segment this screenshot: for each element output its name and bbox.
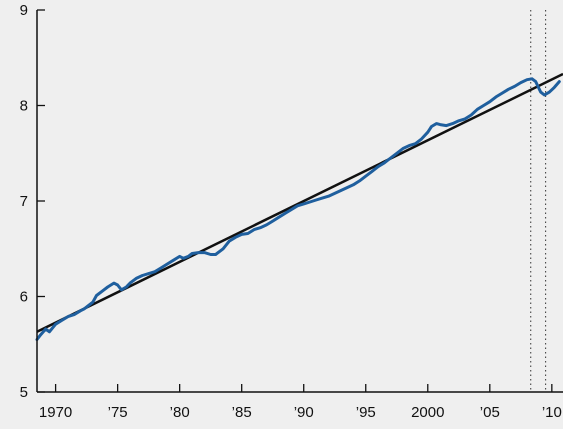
x-tick-label: ’90 xyxy=(294,404,314,421)
x-tick-label: ’75 xyxy=(108,404,128,421)
trend-line xyxy=(36,72,563,333)
y-tick-label: 9 xyxy=(20,2,28,19)
x-tick-label: 2000 xyxy=(411,404,444,421)
x-tick-label: ’05 xyxy=(480,404,500,421)
x-tick-label: ’10 xyxy=(542,404,562,421)
vertical-marker-lines xyxy=(530,10,547,392)
actual-series-line xyxy=(35,77,561,341)
y-tick-label: 6 xyxy=(20,289,28,306)
y-tick-label: 7 xyxy=(20,193,28,210)
x-tick-label: ’85 xyxy=(232,404,252,421)
x-tick-label: 1970 xyxy=(39,404,72,421)
chart-series xyxy=(35,72,563,341)
x-tick-label: ’95 xyxy=(356,404,376,421)
chart-axes xyxy=(36,10,563,393)
y-tick-label: 5 xyxy=(20,384,28,401)
chart-ticks: 5 6 7 8 9 1970 ’75 ’80 ’85 ’90 ’95 2000 ’05 ’10 xyxy=(20,2,562,421)
x-tick-label: ’80 xyxy=(170,404,190,421)
y-tick-label: 8 xyxy=(20,98,28,115)
